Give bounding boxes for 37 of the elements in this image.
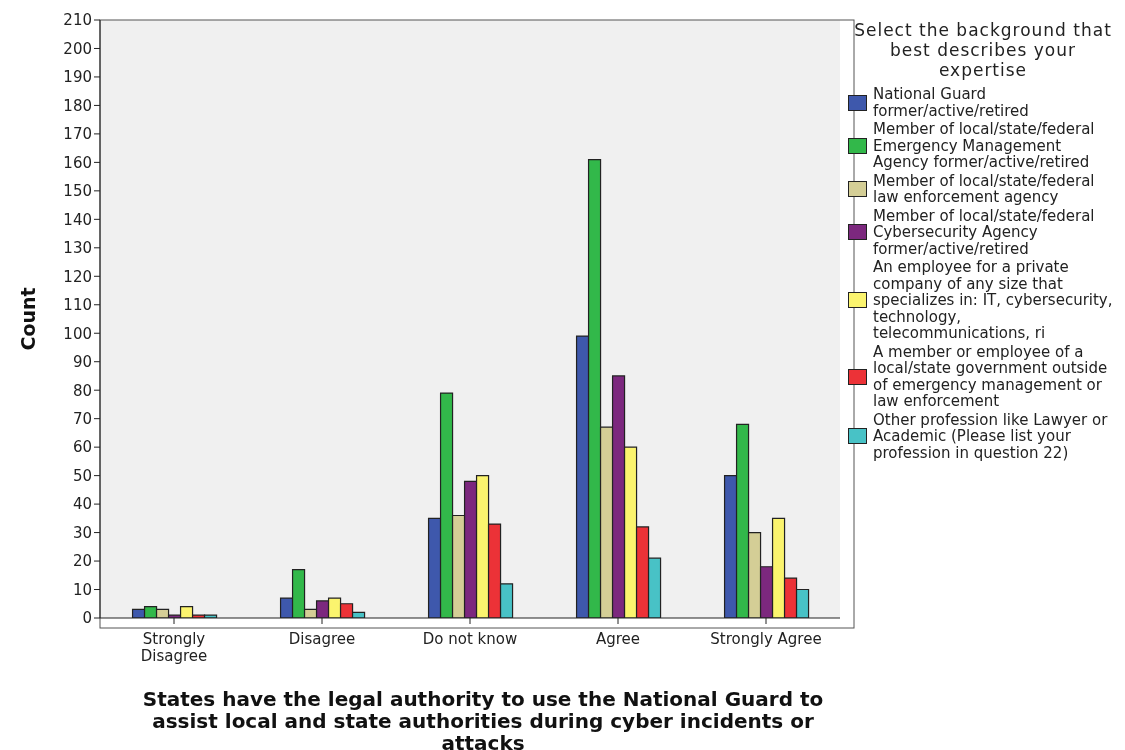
- y-tick-label: 0: [82, 609, 92, 628]
- y-tick-label: 50: [72, 466, 92, 485]
- y-tick-label: 120: [63, 267, 92, 286]
- y-tick-label: 40: [72, 495, 92, 514]
- y-tick-label: 160: [63, 153, 92, 172]
- legend-label: Member of local/state/federal Emergency Management Agency former/active/retired: [873, 120, 1096, 171]
- y-tick-label: 90: [72, 353, 92, 372]
- legend-label: An employee for a private company of any size that specializes in: IT, cybersecurity, technology, telecommunications, ri: [873, 258, 1114, 342]
- y-tick-label: 180: [63, 96, 92, 115]
- legend-label: A member or employee of a local/state government outside of emergency management or law enforcement: [873, 342, 1109, 410]
- y-tick-label: 30: [72, 523, 92, 542]
- legend-label: Member of local/state/federal Cybersecurity Agency former/active/retired: [873, 206, 1096, 258]
- y-tick-label: 210: [63, 11, 92, 30]
- x-tick-label: Do not know: [422, 630, 518, 648]
- x-axis-title: States have the legal authority to use the National Guard to assist local and state authorities during cyber incidents or attacks: [141, 687, 825, 750]
- y-tick-label: 150: [63, 182, 92, 201]
- y-tick-label: 130: [63, 239, 92, 258]
- y-tick-label: 170: [63, 125, 92, 144]
- x-tick-label: Agree: [595, 630, 641, 648]
- y-tick-label: 70: [72, 409, 92, 428]
- legend-label: National Guard former/active/retired: [873, 85, 1030, 120]
- y-tick-label: 190: [63, 68, 92, 87]
- x-tick-label: Disagree: [288, 630, 356, 648]
- y-tick-label: 20: [72, 552, 92, 571]
- y-tick-label: 100: [63, 324, 92, 343]
- legend-label: Member of local/state/federal law enforcement agency: [873, 171, 1096, 206]
- x-tick-label: Strongly Disagree: [140, 630, 208, 665]
- y-tick-label: 80: [72, 381, 92, 400]
- y-tick-label: 110: [63, 296, 92, 315]
- x-tick-label: Strongly Agree: [710, 630, 822, 648]
- y-tick-label: 200: [63, 39, 92, 58]
- y-tick-label: 140: [63, 210, 92, 229]
- y-axis-title: Count: [16, 287, 39, 351]
- y-tick-label: 60: [72, 438, 92, 457]
- legend-title: Select the background that best describes your expertise: [853, 20, 1113, 80]
- legend-label: Other profession like Lawyer or Academic (Please list your profession in question 22): [873, 410, 1109, 462]
- y-tick-label: 10: [72, 580, 92, 599]
